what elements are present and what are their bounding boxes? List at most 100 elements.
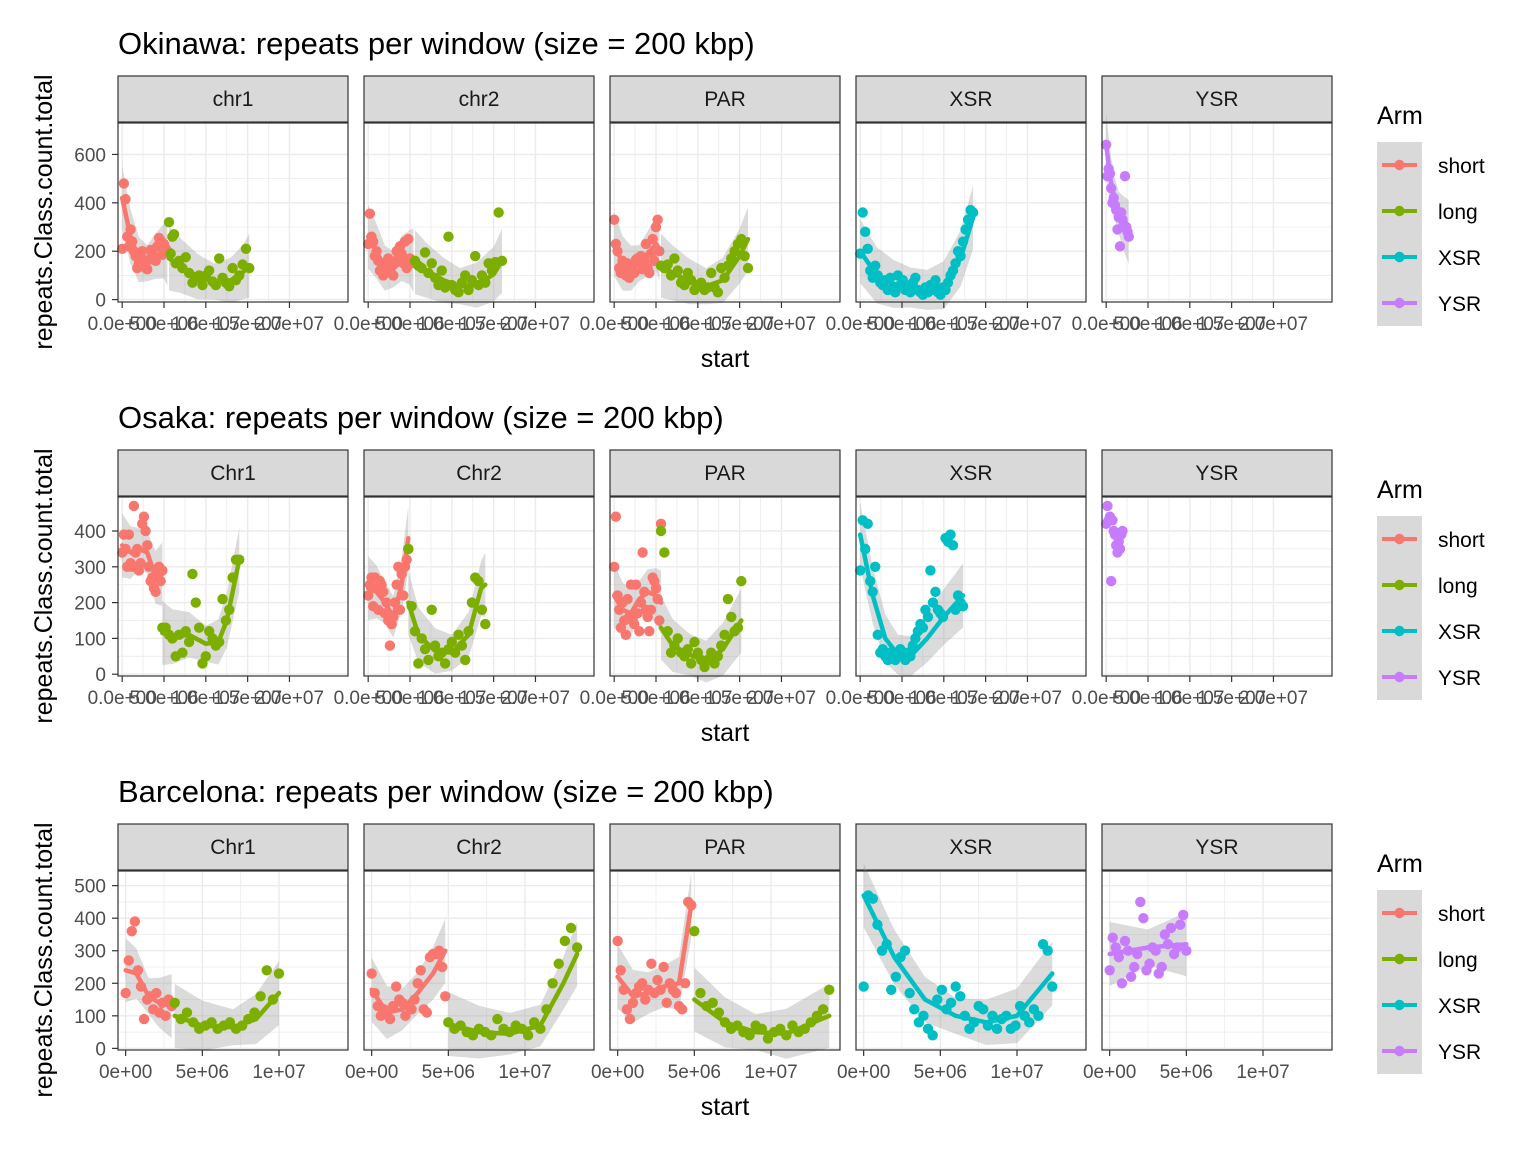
data-point-XSR [1024, 1017, 1035, 1028]
facet-strip [363, 823, 595, 871]
data-point-long [446, 636, 458, 648]
data-point-short [135, 558, 146, 569]
x-tick-label: 1.0e+07 [663, 314, 732, 335]
facet-strip-label: XSR [949, 836, 992, 859]
data-point-XSR [925, 565, 936, 576]
x-tick-label: 1.0e+07 [909, 688, 978, 709]
legend-key-point-XSR [1394, 625, 1405, 637]
x-axis-label: start [701, 345, 750, 373]
facet-panel-PAR: PAR 0.0e+005.0e+061.0e+071.5e+072.0e+07 [580, 75, 841, 335]
data-point-long [426, 604, 437, 615]
data-point-long [168, 229, 180, 240]
x-tick-label: 1.5e+07 [705, 314, 774, 335]
facet-strip-label: Chr1 [210, 462, 256, 485]
data-point-long [224, 281, 235, 292]
legend: Arm short long XSR YSR [1377, 476, 1485, 700]
x-tick-label: 0e+00 [345, 1062, 398, 1083]
data-point-short [391, 981, 402, 992]
data-point-long [240, 243, 252, 254]
data-point-long [197, 279, 208, 291]
x-tick-label: 1.0e+07 [171, 688, 240, 709]
x-tick-label: 2.0e+07 [993, 314, 1062, 335]
facet-strip-label: chr1 [213, 88, 254, 111]
x-tick-label: 1e+07 [990, 1062, 1043, 1083]
legend-key-point-short [1394, 533, 1405, 545]
facet-panel-YSR: YSR 0.0e+005.0e+061.0e+071.5e+072.0e+07 [1072, 449, 1333, 709]
x-tick-label: 0.0e+00 [88, 688, 157, 709]
data-point-long [736, 233, 747, 245]
smooth-line-long [166, 256, 252, 284]
data-point-XSR [909, 1004, 920, 1015]
legend-label-YSR: YSR [1438, 667, 1481, 690]
x-tick-label: 0e+00 [99, 1062, 152, 1083]
x-tick-label: 5.0e+06 [375, 688, 444, 709]
facet-strip-label: Chr2 [456, 836, 502, 859]
data-point-XSR [1010, 1020, 1021, 1031]
x-tick-label: 5e+06 [176, 1062, 229, 1083]
data-point-short [612, 935, 623, 947]
data-point-YSR [1116, 978, 1128, 989]
data-point-short [440, 991, 451, 1002]
x-tick-label: 5.0e+06 [621, 688, 690, 709]
data-point-short [629, 267, 640, 279]
data-point-long [824, 984, 835, 995]
data-point-short [388, 270, 399, 281]
data-point-XSR [918, 1010, 929, 1022]
x-tick-label: 0.0e+00 [580, 688, 649, 709]
chart-row-1: Osaka: repeats per window (size = 200 kb… [30, 400, 1485, 747]
data-point-short [644, 626, 655, 637]
x-tick-label: 2.0e+07 [255, 688, 324, 709]
data-point-long [419, 247, 431, 258]
smooth-line-long [406, 582, 488, 655]
y-tick-label: 300 [74, 558, 106, 579]
data-point-long [217, 593, 228, 605]
data-point-XSR [978, 1004, 989, 1015]
data-point-YSR [1106, 575, 1117, 587]
y-tick-label: 0 [95, 665, 106, 686]
data-point-long [436, 265, 447, 276]
facet-strip-label: XSR [949, 462, 992, 485]
x-tick-label: 1e+07 [1236, 1062, 1289, 1083]
y-tick-label: 400 [74, 194, 106, 215]
data-point-long [227, 262, 238, 274]
x-tick-label: 2.0e+07 [1239, 688, 1308, 709]
legend-label-short: short [1438, 903, 1485, 926]
data-point-short [679, 978, 691, 989]
data-point-YSR [1175, 919, 1186, 930]
data-point-short [624, 1013, 636, 1025]
smooth-line-short [365, 535, 411, 620]
data-point-long [200, 651, 212, 662]
x-tick-label: 1.5e+07 [951, 688, 1020, 709]
data-point-XSR [862, 518, 873, 530]
x-tick-label: 5.0e+06 [621, 314, 690, 335]
legend-key-point-short [1394, 907, 1405, 919]
data-point-short [676, 1004, 688, 1015]
data-point-XSR [890, 971, 902, 982]
data-point-XSR [957, 600, 969, 612]
smooth-line-XSR [861, 893, 1055, 1025]
x-tick-label: 1.0e+07 [909, 314, 978, 335]
x-tick-label: 5.0e+06 [1113, 688, 1182, 709]
data-point-XSR [945, 529, 956, 540]
smooth-line-YSR [1107, 941, 1189, 957]
data-point-short [615, 965, 626, 976]
smooth-line-XSR [857, 532, 966, 659]
legend-key-background [1377, 890, 1422, 1074]
facet-strip-label: PAR [704, 88, 746, 111]
panel-border [117, 122, 349, 303]
data-point-XSR [862, 243, 873, 254]
data-point-short [129, 916, 141, 927]
data-point-XSR [945, 997, 957, 1009]
data-point-long [193, 622, 205, 633]
x-tick-label: 1.0e+07 [1155, 688, 1224, 709]
plot-background [1102, 497, 1332, 676]
data-point-XSR [1033, 1010, 1044, 1022]
panel-border [117, 496, 349, 677]
x-tick-label: 2.0e+07 [1239, 314, 1308, 335]
facet-strip [363, 75, 595, 123]
y-tick-label: 500 [74, 877, 106, 898]
panel-border [363, 870, 595, 1051]
x-tick-label: 1.5e+07 [1197, 314, 1266, 335]
x-tick-label: 2.0e+07 [747, 314, 816, 335]
x-tick-label: 1.0e+07 [171, 314, 240, 335]
